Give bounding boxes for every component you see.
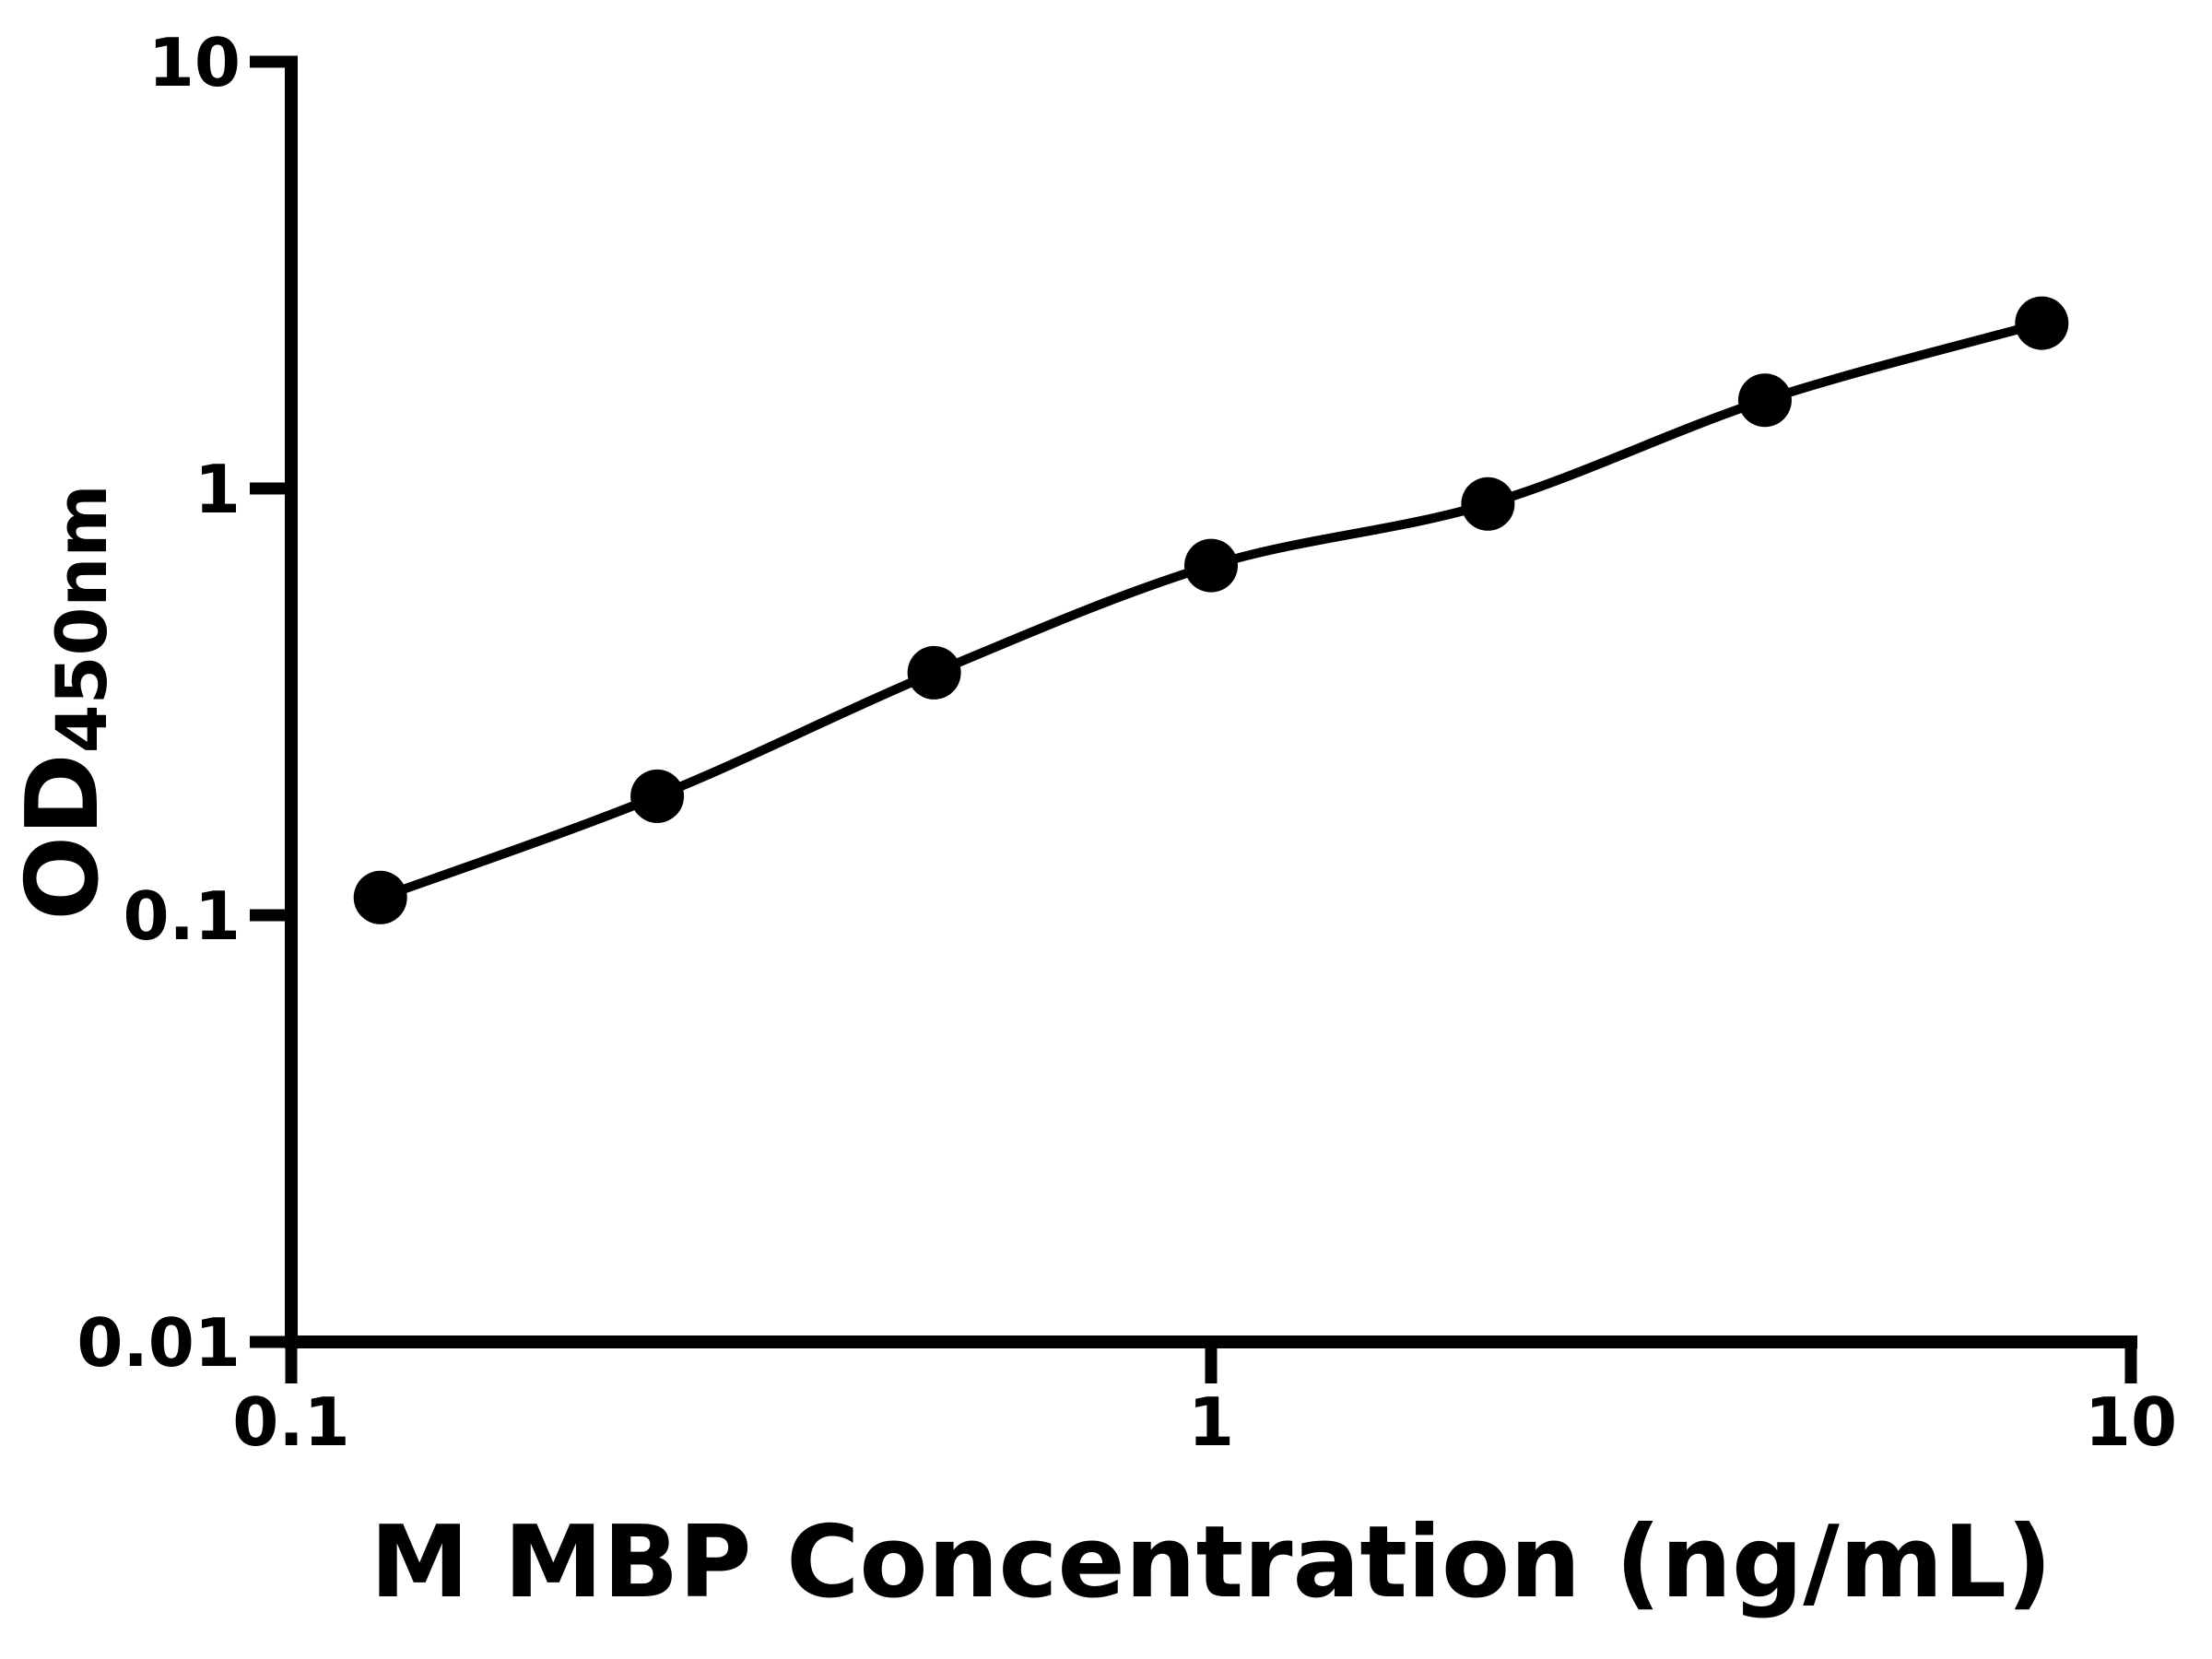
data-point-marker [630,769,685,823]
data-point-marker [1461,477,1515,531]
y-tick-label: 1 [194,451,241,528]
data-point-marker [1184,538,1238,593]
x-tick-label: 10 [2085,1383,2177,1461]
x-axis-title: M MBP Concentration (ng/mL) [371,1505,2053,1620]
y-axis-title-subscript: 450nm [41,484,123,753]
y-axis-title-main: OD [6,753,121,920]
y-tick-label: 0.01 [76,1304,241,1382]
data-point-marker [907,645,961,700]
y-tick-label: 10 [148,24,241,101]
data-point-marker [353,870,407,924]
x-tick-label: 1 [1188,1383,1234,1461]
x-tick-label: 0.1 [232,1383,350,1461]
data-series [353,296,2069,924]
data-point-marker [2015,296,2069,350]
y-axis-title: OD450nm [6,484,123,920]
data-point-marker [1737,373,1792,428]
y-tick-label: 0.1 [123,877,241,955]
